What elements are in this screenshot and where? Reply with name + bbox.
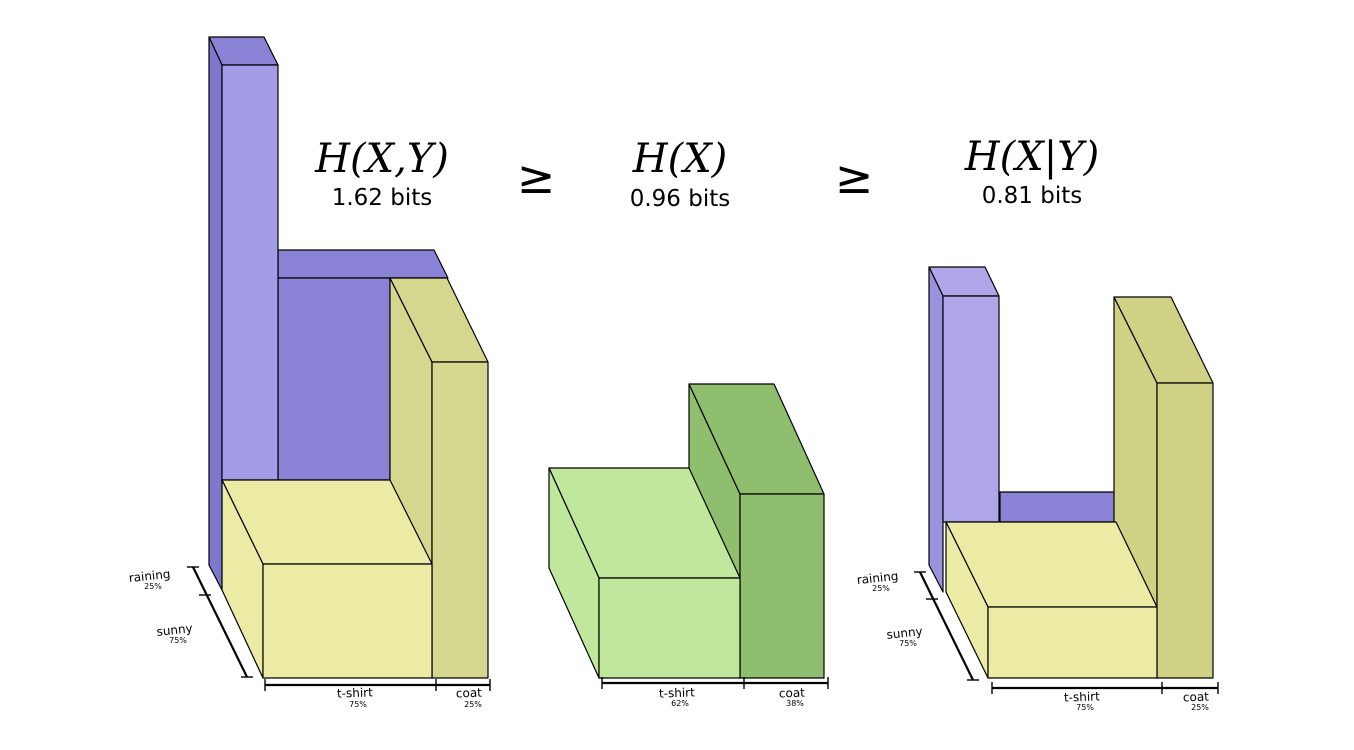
joint-y-axis (192, 566, 248, 678)
conditional-entropy-blocks (928, 266, 1214, 679)
conditional-y-label-sunny: sunny (886, 624, 923, 642)
marginal-coat-front (739, 493, 825, 679)
joint-entropy-blocks (208, 36, 489, 679)
conditional-y-pct-sunny: 75% (899, 639, 917, 648)
conditional-entropy-formula: H(X|Y) (964, 134, 1099, 180)
joint-x-pct-tshirt: 75% (349, 700, 367, 709)
marginal-x-pct-tshirt: 62% (671, 699, 689, 708)
geq-symbol-2: ≥ (835, 150, 874, 204)
marginal-tshirt-front (598, 577, 741, 679)
headings: H(X,Y) 1.62 bits ≥ H(X) 0.96 bits ≥ H(X|… (314, 134, 1099, 212)
marginal-entropy-formula: H(X) (632, 136, 728, 182)
conditional-y-label-raining: raining (856, 569, 899, 587)
conditional-sun-tshirt-front (987, 606, 1158, 679)
joint-entropy-formula: H(X,Y) (314, 136, 449, 182)
conditional-rain-tshirt-front (942, 295, 1000, 523)
conditional-y-axis (919, 571, 974, 681)
marginal-x-label-tshirt: t-shirt (659, 685, 696, 700)
joint-x-pct-coat: 25% (464, 700, 482, 709)
joint-rain-coat-front (277, 277, 391, 481)
conditional-x-label-coat: coat (1183, 690, 1210, 705)
joint-rain-tshirt-side (208, 36, 223, 591)
marginal-entropy-value: 0.96 bits (630, 186, 731, 212)
conditional-x-pct-coat: 25% (1191, 703, 1209, 712)
joint-y-label-sunny: sunny (156, 621, 193, 639)
conditional-y-pct-raining: 25% (872, 584, 890, 593)
marginal-x-pct-coat: 38% (786, 699, 804, 708)
joint-sun-coat-front (431, 361, 489, 679)
marginal-x-label-coat: coat (779, 686, 806, 701)
joint-rain-coat-top (277, 249, 449, 279)
marginal-axes: t-shirt 62% coat 38% (601, 677, 829, 708)
geq-symbol-1: ≥ (517, 150, 556, 204)
joint-x-label-coat: coat (456, 686, 483, 701)
conditional-entropy-value: 0.81 bits (982, 183, 1083, 209)
joint-rain-tshirt-front (221, 64, 279, 481)
joint-entropy-value: 1.62 bits (332, 185, 433, 211)
joint-y-pct-sunny: 75% (169, 636, 187, 645)
conditional-rain-coat-front (999, 491, 1117, 523)
conditional-x-pct-tshirt: 75% (1076, 703, 1094, 712)
joint-axes: t-shirt 75% coat 25% raining 25% sunny 7… (128, 566, 491, 709)
marginal-entropy-blocks (548, 383, 825, 679)
conditional-x-label-tshirt: t-shirt (1064, 689, 1101, 704)
joint-y-pct-raining: 25% (144, 582, 162, 591)
conditional-sun-coat-front (1156, 382, 1214, 679)
joint-sun-tshirt-front (262, 563, 433, 679)
conditional-axes: t-shirt 75% coat 25% raining 25% sunny 7… (856, 569, 1219, 712)
conditional-rain-tshirt-side (928, 266, 944, 593)
joint-x-label-tshirt: t-shirt (337, 685, 374, 700)
joint-y-label-raining: raining (128, 567, 171, 585)
